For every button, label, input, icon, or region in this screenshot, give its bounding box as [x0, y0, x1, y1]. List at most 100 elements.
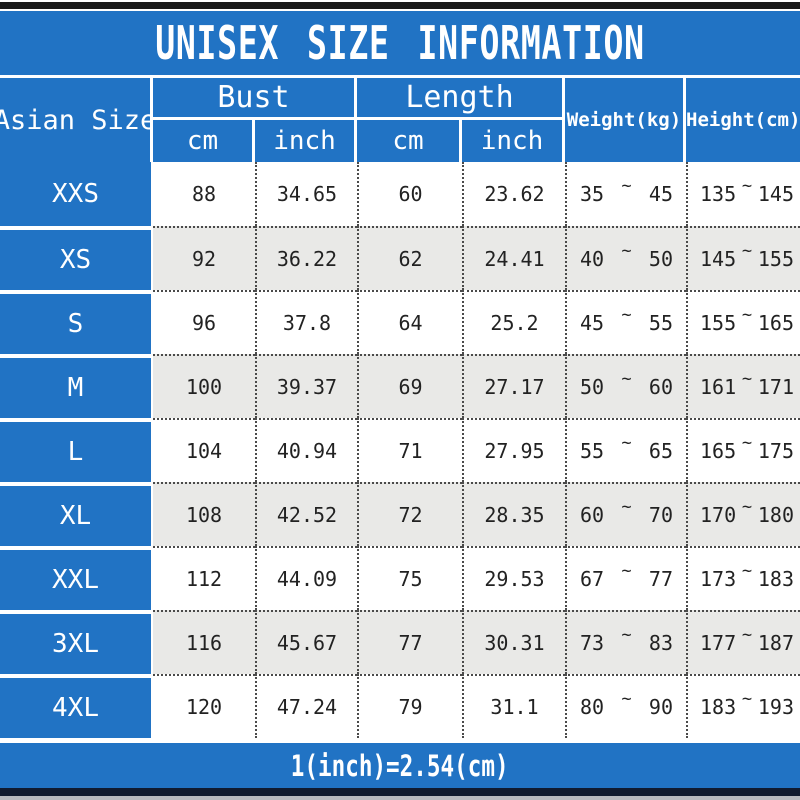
value: 64: [398, 311, 423, 335]
size-label: XXL: [52, 565, 99, 595]
value: 104: [185, 439, 223, 463]
length-cm-cell: 79: [357, 674, 462, 738]
value: 42.52: [276, 503, 338, 527]
weight-range-cell: 45 ~55: [565, 290, 686, 354]
header-height: Height(cm): [686, 78, 800, 162]
height-min: 183: [700, 695, 737, 719]
tilde-glyph: ~: [621, 561, 632, 581]
weight-min: 73: [580, 631, 605, 655]
tilde-glyph: ~: [621, 241, 632, 261]
height-max: 193: [757, 695, 794, 719]
height-min: 173: [700, 567, 737, 591]
weight-max: 50: [648, 247, 673, 271]
bust-inch-cell: 42.52: [255, 482, 357, 546]
top-black-bar: [0, 2, 800, 9]
tilde-glyph: ~: [741, 176, 753, 196]
bust-inch-cell: 37.8: [255, 290, 357, 354]
tilde-glyph: ~: [621, 176, 632, 196]
height-range-cell: 161 ~171: [686, 354, 800, 418]
value: 47.24: [276, 695, 338, 719]
length-inch-cell: 25.2: [462, 290, 565, 354]
tilde-glyph: ~: [741, 689, 753, 709]
value: 112: [185, 567, 223, 591]
value: 72: [398, 503, 423, 527]
size-label: M: [67, 373, 84, 403]
header-length-cm: cm: [357, 120, 462, 162]
height-max: 183: [757, 567, 794, 591]
value: 44.09: [276, 567, 338, 591]
length-inch-cell: 27.95: [462, 418, 565, 482]
value: 36.22: [276, 247, 338, 271]
height-range-cell: 173 ~183: [686, 546, 800, 610]
length-cm-cell: 60: [357, 162, 462, 226]
size-cell: XXS: [0, 162, 153, 226]
size-cell: 4XL: [0, 674, 153, 738]
tilde-glyph: ~: [621, 497, 632, 517]
size-label: XS: [59, 245, 92, 275]
bust-inch-cell: 40.94: [255, 418, 357, 482]
length-inch-cell: 30.31: [462, 610, 565, 674]
table-row-xxl: XXL 112 44.09 75 29.53 67 ~77 173 ~183: [0, 546, 800, 610]
weight-range-cell: 40 ~50: [565, 226, 686, 290]
weight-max: 55: [648, 311, 673, 335]
header-length: Length: [357, 78, 565, 120]
size-cell: XL: [0, 482, 153, 546]
bottom-navy-bar: [0, 788, 800, 796]
weight-range-cell: 80 ~90: [565, 674, 686, 738]
value: 27.17: [484, 375, 545, 399]
height-max: 187: [757, 631, 794, 655]
value: 120: [185, 695, 223, 719]
tilde-glyph: ~: [741, 241, 753, 261]
value: 37.8: [282, 311, 332, 335]
value: 60: [398, 182, 423, 206]
bust-inch-cell: 44.09: [255, 546, 357, 610]
height-min: 161: [700, 375, 737, 399]
weight-range-cell: 50 ~60: [565, 354, 686, 418]
length-cm-cell: 72: [357, 482, 462, 546]
bust-cm-cell: 92: [153, 226, 255, 290]
value: 23.62: [484, 182, 545, 206]
weight-range-cell: 60 ~70: [565, 482, 686, 546]
value: 39.37: [276, 375, 338, 399]
height-max: 180: [757, 503, 794, 527]
value: 29.53: [484, 567, 545, 591]
table-row-xs: XS 92 36.22 62 24.41 40 ~50 145 ~155: [0, 226, 800, 290]
bust-inch-cell: 36.22: [255, 226, 357, 290]
height-range-cell: 170 ~180: [686, 482, 800, 546]
header-length-inch: inch: [462, 120, 565, 162]
value: 77: [398, 631, 423, 655]
value: 92: [191, 247, 217, 271]
value: 28.35: [484, 503, 545, 527]
size-cell: L: [0, 418, 153, 482]
table-row-xl: XL 108 42.52 72 28.35 60 ~70 170 ~180: [0, 482, 800, 546]
value: 31.1: [490, 695, 539, 719]
bust-cm-cell: 100: [153, 354, 255, 418]
tilde-glyph: ~: [621, 689, 632, 709]
bust-cm-cell: 116: [153, 610, 255, 674]
size-cell: XXL: [0, 546, 153, 610]
tilde-glyph: ~: [621, 433, 632, 453]
weight-max: 70: [648, 503, 673, 527]
weight-min: 35: [580, 182, 605, 206]
bust-inch-cell: 34.65: [255, 162, 357, 226]
height-max: 175: [757, 439, 794, 463]
bust-cm-cell: 96: [153, 290, 255, 354]
height-min: 177: [700, 631, 737, 655]
value: 62: [398, 247, 423, 271]
weight-range-cell: 73 ~83: [565, 610, 686, 674]
weight-min: 67: [580, 567, 605, 591]
size-label: S: [67, 309, 84, 339]
length-inch-cell: 27.17: [462, 354, 565, 418]
value: 100: [185, 375, 223, 399]
weight-max: 65: [648, 439, 673, 463]
weight-max: 83: [648, 631, 673, 655]
header-bust-cm: cm: [153, 120, 255, 162]
bust-cm-cell: 120: [153, 674, 255, 738]
table-row-4xl: 4XL 120 47.24 79 31.1 80 ~90 183 ~193: [0, 674, 800, 738]
size-label: XL: [59, 501, 92, 531]
weight-max: 90: [648, 695, 673, 719]
height-range-cell: 135 ~145: [686, 162, 800, 226]
header-bust-inch: inch: [255, 120, 357, 162]
weight-range-cell: 67 ~77: [565, 546, 686, 610]
